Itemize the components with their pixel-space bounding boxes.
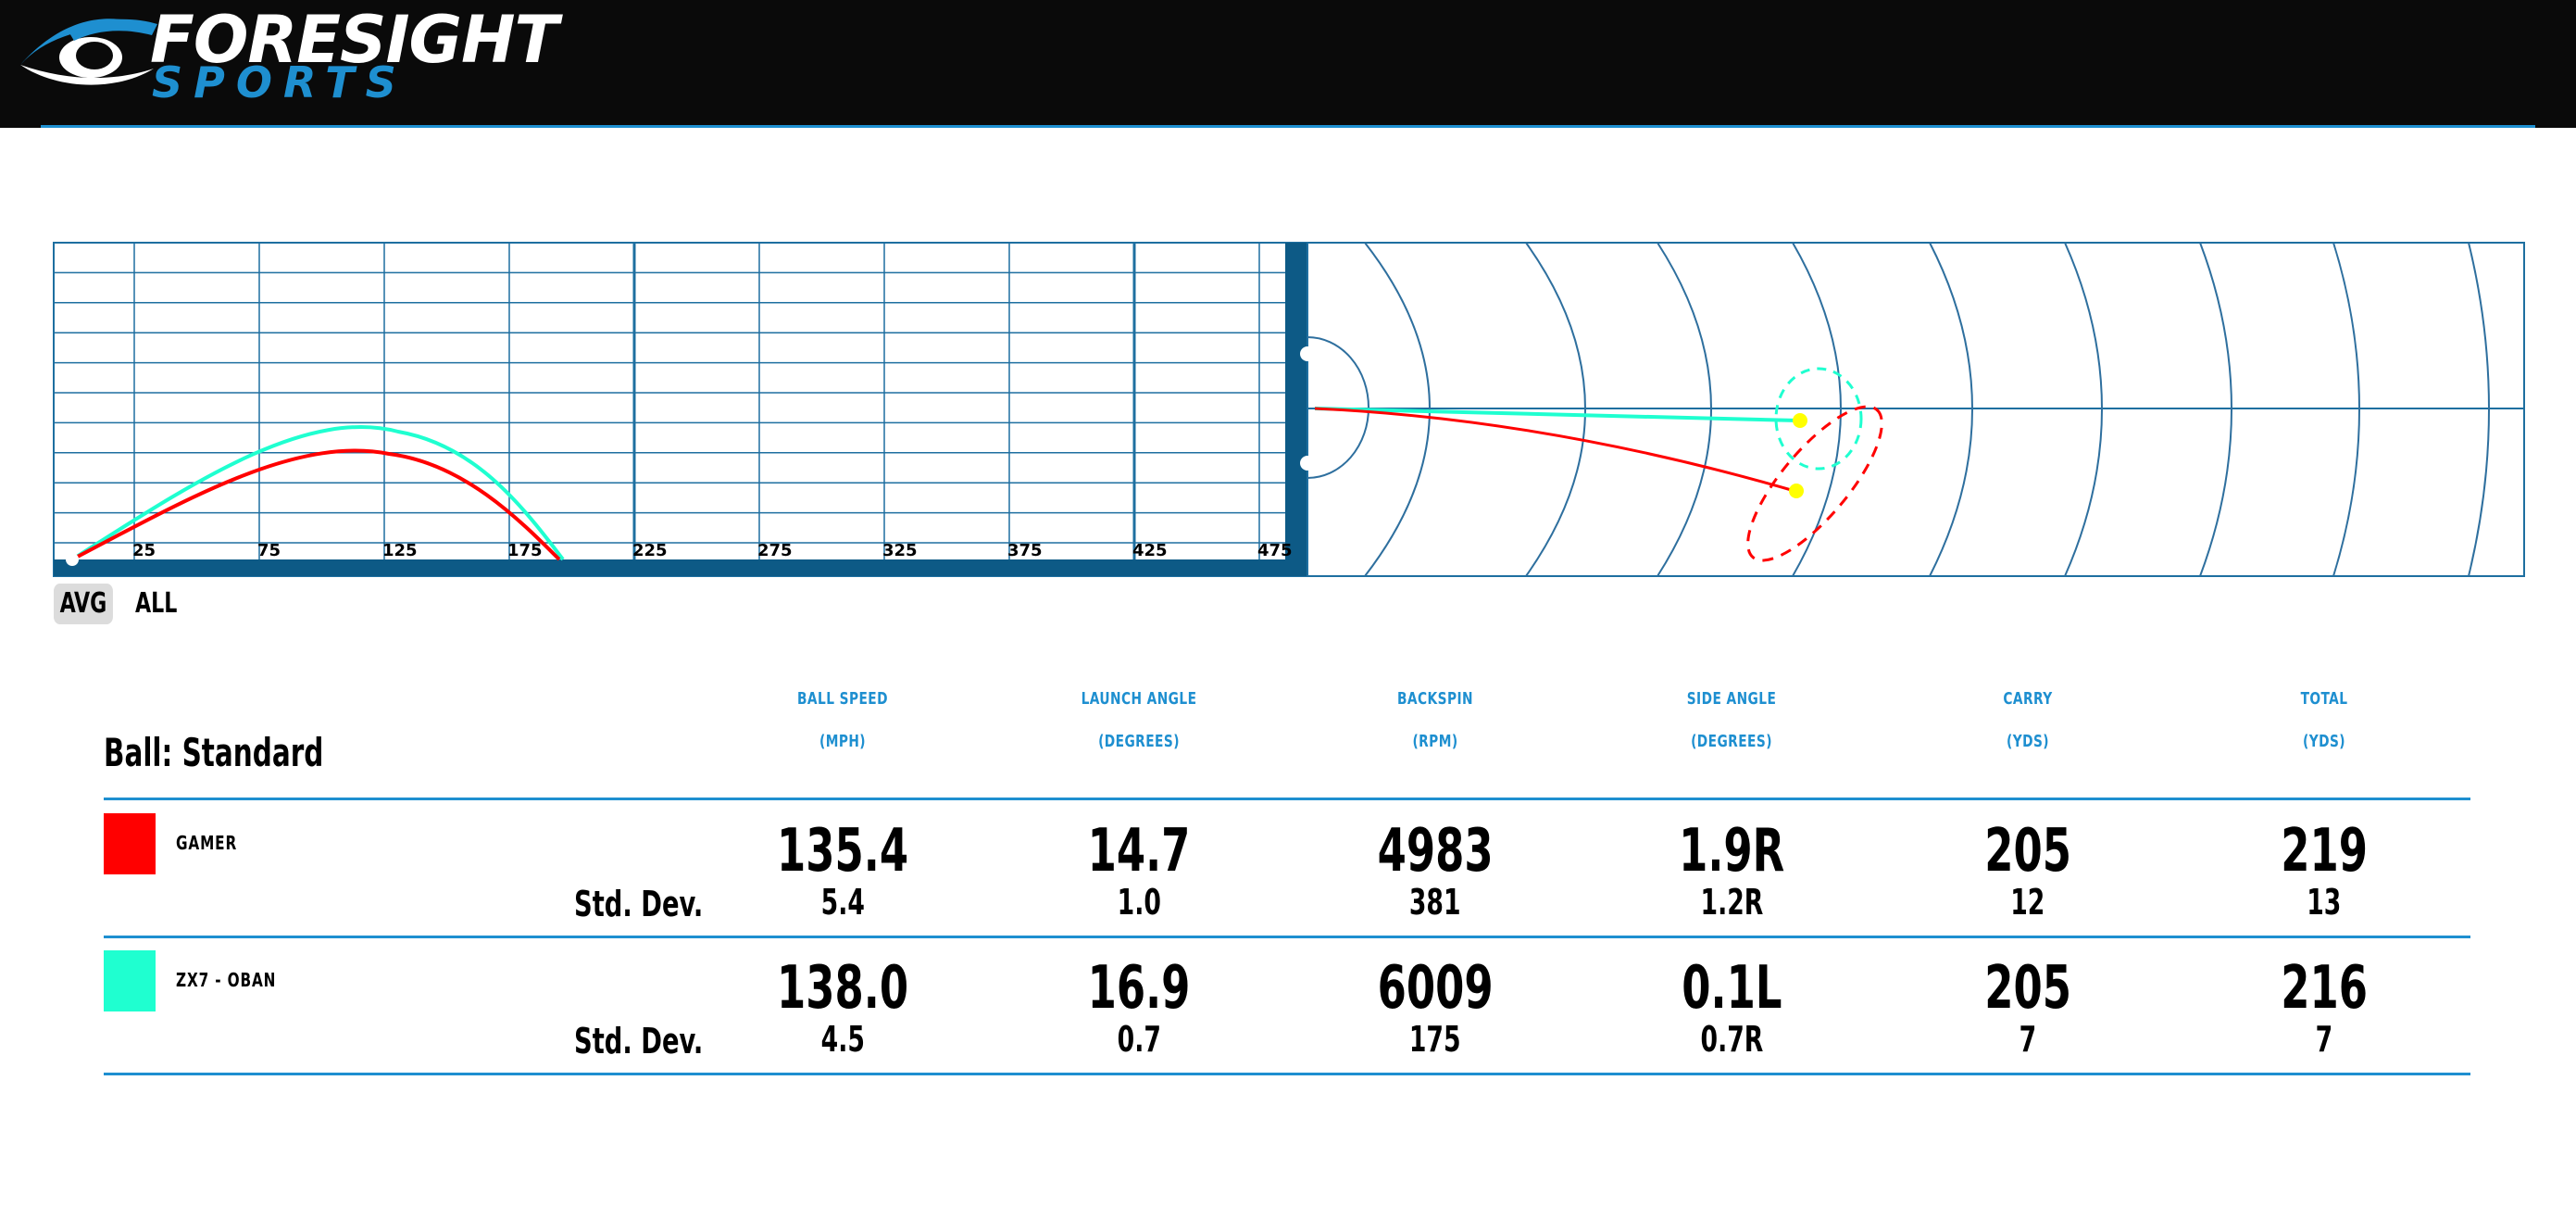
metric-std-dev: 4.5 bbox=[820, 1019, 865, 1060]
column-unit: (RPM) bbox=[1412, 732, 1458, 751]
distance-arc bbox=[1525, 242, 1586, 577]
trajectory-gamer bbox=[71, 448, 561, 561]
distance-arc bbox=[1657, 242, 1712, 577]
x-tick-label: 225 bbox=[632, 541, 668, 560]
club-color-swatch bbox=[104, 813, 156, 874]
distance-arc bbox=[1929, 242, 1973, 577]
metric-value: 205 bbox=[1984, 954, 2071, 1023]
club-name: ZX7 - OBAN bbox=[176, 969, 277, 991]
column-unit: (MPH) bbox=[819, 732, 867, 751]
dispersion-line-gamer bbox=[1314, 407, 1795, 493]
x-tick-label: 275 bbox=[757, 541, 793, 560]
metric-value: 138.0 bbox=[776, 954, 909, 1023]
metric-std-dev: 0.7R bbox=[1700, 1019, 1763, 1060]
distance-arc bbox=[1364, 242, 1431, 577]
dispersion-panel bbox=[1300, 242, 2525, 577]
x-tick-label: 75 bbox=[257, 541, 281, 560]
metric-std-dev: 13 bbox=[2307, 882, 2342, 923]
dispersion-line-zx7-oban bbox=[1314, 407, 1799, 422]
metric-value: 205 bbox=[1984, 817, 2071, 886]
metric-std-dev: 1.0 bbox=[1117, 882, 1161, 923]
metric-std-dev: 1.2R bbox=[1700, 882, 1763, 923]
metric-value: 135.4 bbox=[776, 817, 909, 886]
distance-arc bbox=[2199, 242, 2232, 577]
metric-value: 216 bbox=[2281, 954, 2368, 1023]
metric-std-dev: 0.7 bbox=[1117, 1019, 1161, 1060]
panel-divider bbox=[1285, 243, 1307, 576]
dispersion-ellipse-gamer bbox=[1746, 405, 1883, 562]
x-tick-label: 325 bbox=[882, 541, 918, 560]
x-tick-label: 25 bbox=[132, 541, 156, 560]
column-header: SIDE ANGLE (DEGREES) bbox=[1620, 678, 1843, 763]
x-tick-label: 175 bbox=[507, 541, 543, 560]
column-unit: (YDS) bbox=[2006, 732, 2050, 751]
metric-value: 16.9 bbox=[1087, 954, 1191, 1023]
column-name: SIDE ANGLE bbox=[1686, 689, 1777, 709]
ground-bar bbox=[54, 559, 1307, 576]
avg-toggle[interactable]: AVG bbox=[54, 584, 113, 624]
row-divider bbox=[104, 936, 2470, 938]
metric-std-dev: 7 bbox=[2019, 1019, 2037, 1060]
dispersion-ellipse-zx7-oban bbox=[1774, 367, 1863, 471]
distance-arc bbox=[2064, 242, 2103, 577]
x-tick-label: 425 bbox=[1132, 541, 1168, 560]
column-name: BALL SPEED bbox=[797, 689, 888, 709]
tee-dot-lower bbox=[1300, 456, 1315, 471]
brand-sub: SPORTS bbox=[152, 57, 407, 107]
distance-arc bbox=[2332, 242, 2360, 577]
column-name: CARRY bbox=[2003, 689, 2053, 709]
metric-value: 14.7 bbox=[1087, 817, 1191, 886]
column-header: BACKSPIN (RPM) bbox=[1324, 678, 1546, 763]
table-header-divider bbox=[104, 798, 2470, 800]
metric-value: 1.9R bbox=[1678, 817, 1785, 886]
metric-value: 0.1L bbox=[1681, 954, 1782, 1023]
column-name: TOTAL bbox=[2300, 689, 2348, 709]
club-name: GAMER bbox=[176, 832, 238, 854]
column-header: LAUNCH ANGLE (DEGREES) bbox=[1028, 678, 1250, 763]
metric-std-dev: 381 bbox=[1409, 882, 1461, 923]
landing-point-gamer bbox=[1789, 484, 1804, 498]
column-header: TOTAL (YDS) bbox=[2213, 678, 2435, 763]
brand-logo: FORESIGHT SPORTS bbox=[13, 2, 606, 111]
metric-value: 4983 bbox=[1377, 817, 1494, 886]
eye-logo-icon bbox=[20, 19, 157, 85]
metric-std-dev: 5.4 bbox=[820, 882, 865, 923]
metric-value: 6009 bbox=[1377, 954, 1494, 1023]
brand-name: FORESIGHT bbox=[150, 2, 558, 78]
x-tick-label: 375 bbox=[1007, 541, 1043, 560]
column-unit: (DEGREES) bbox=[1098, 732, 1180, 751]
trajectory-zx7-oban bbox=[70, 425, 565, 561]
side-view-panel: 25 75 125 175 225 275 325 375 425 475 bbox=[53, 242, 1308, 577]
metric-std-dev: 175 bbox=[1409, 1019, 1461, 1060]
column-header: BALL SPEED (MPH) bbox=[732, 678, 954, 763]
x-tick-label: 125 bbox=[382, 541, 418, 560]
distance-arc bbox=[2468, 242, 2490, 577]
column-name: LAUNCH ANGLE bbox=[1081, 689, 1197, 709]
std-dev-label: Std. Dev. bbox=[574, 884, 704, 924]
metric-value: 219 bbox=[2281, 817, 2368, 886]
metric-std-dev: 12 bbox=[2010, 882, 2045, 923]
column-name: BACKSPIN bbox=[1397, 689, 1473, 709]
metric-std-dev: 7 bbox=[2315, 1019, 2333, 1060]
column-unit: (YDS) bbox=[2302, 732, 2346, 751]
app-header: FORESIGHT SPORTS bbox=[0, 0, 2576, 128]
header-divider bbox=[41, 125, 2535, 128]
row-divider bbox=[104, 1073, 2470, 1075]
column-unit: (DEGREES) bbox=[1691, 732, 1772, 751]
x-tick-label: 475 bbox=[1257, 541, 1293, 560]
tee-dot-upper bbox=[1300, 346, 1315, 361]
column-header: CARRY (YDS) bbox=[1917, 678, 2139, 763]
std-dev-label: Std. Dev. bbox=[574, 1021, 704, 1062]
ball-label: Ball: Standard bbox=[104, 730, 324, 775]
all-toggle[interactable]: ALL bbox=[135, 587, 178, 620]
shot-charts: 25 75 125 175 225 275 325 375 425 475 bbox=[53, 242, 2525, 577]
landing-point-zx7-oban bbox=[1793, 413, 1807, 428]
club-color-swatch bbox=[104, 950, 156, 1011]
tee-marker bbox=[66, 553, 79, 566]
